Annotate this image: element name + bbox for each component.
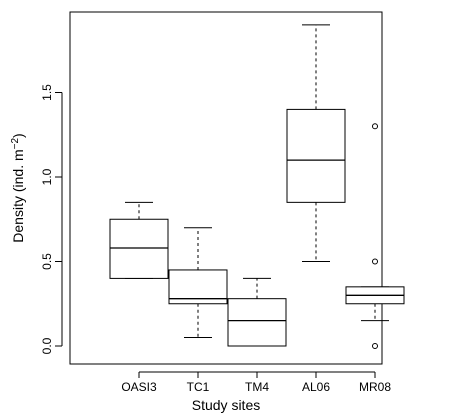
x-axis-title: Study sites: [192, 397, 260, 413]
iqr-box: [286, 108, 346, 203]
y-axis: 0.0 0.5 1.0 1.5: [40, 84, 63, 354]
outlier-point: [372, 123, 378, 130]
x-tick-label: TM4: [245, 380, 269, 394]
y-tick-label: 1.5: [40, 84, 54, 101]
box-tc1: [168, 227, 228, 339]
box-tm4: [227, 277, 287, 347]
y-axis-title-sup: −2: [10, 138, 21, 150]
y-axis-title: Density (ind. m−2): [10, 133, 26, 242]
x-tick-label: OASI3: [121, 380, 157, 394]
x-tick-label: AL06: [302, 380, 330, 394]
outlier-point: [372, 258, 378, 265]
outlier-point: [372, 343, 378, 349]
iqr-box: [109, 218, 169, 279]
x-tick-label: MR08: [359, 380, 391, 394]
boxes-group: [109, 24, 405, 349]
plot-frame: [69, 11, 383, 365]
box-al06: [286, 24, 346, 262]
y-axis-title-tail: ): [10, 133, 26, 138]
box-oasi3: [109, 201, 169, 279]
y-tick-label: 1.0: [40, 168, 54, 185]
y-tick-label: 0.0: [40, 337, 54, 354]
y-tick-label: 0.5: [40, 253, 54, 270]
iqr-box: [227, 298, 287, 347]
x-tick-label: TC1: [187, 380, 210, 394]
y-axis-title-main: Density (ind. m: [10, 149, 26, 242]
x-axis: OASI3 TC1 TM4 AL06 MR08: [121, 371, 391, 394]
box-mr08: [345, 123, 405, 349]
